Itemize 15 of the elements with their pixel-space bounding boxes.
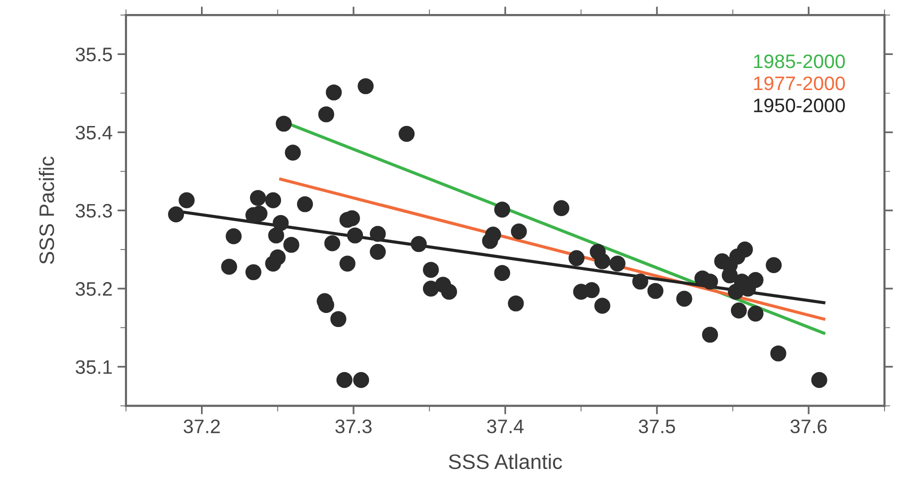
y-tick-label: 35.4 (76, 126, 112, 140)
x-axis-title: SSS Atlantic (448, 454, 562, 470)
y-axis-title: SSS Pacific (38, 156, 54, 264)
y-tick-label: 35.3 (76, 204, 112, 218)
x-tick-label: 37.3 (335, 420, 372, 434)
y-tick-label: 35.1 (76, 360, 112, 374)
y-tick-label: 35.2 (76, 282, 112, 296)
x-tick-label: 37.6 (790, 420, 827, 434)
x-tick-label: 37.2 (184, 420, 220, 434)
y-tick-label: 35.5 (76, 48, 112, 62)
x-tick-label: 37.4 (487, 420, 524, 434)
text: 1977-2000 (754, 76, 845, 90)
text: 1985-2000 (754, 54, 845, 68)
text: 1950-2000 (754, 98, 845, 112)
x-tick-label: 37.5 (638, 420, 676, 434)
